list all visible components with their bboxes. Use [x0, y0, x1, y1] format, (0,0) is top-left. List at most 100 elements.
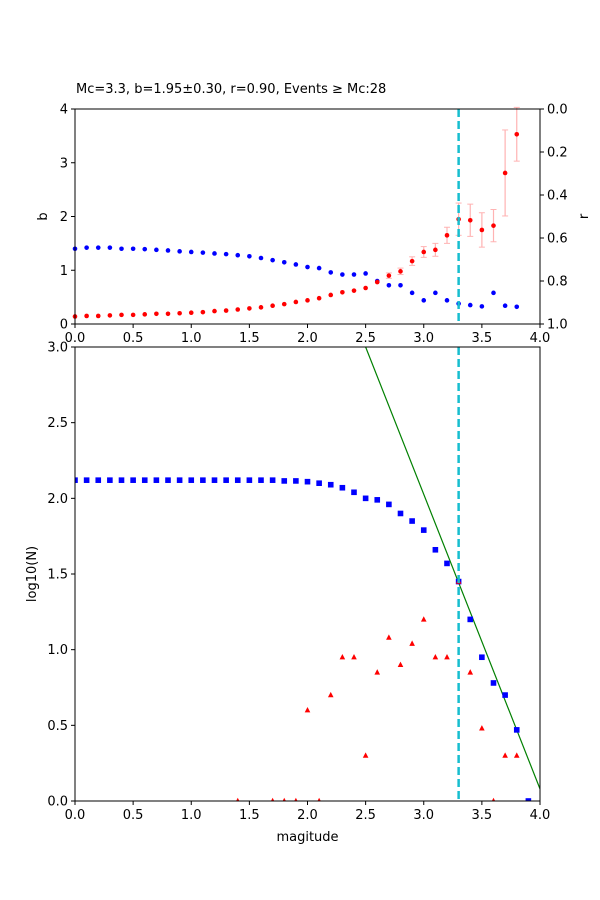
- cumulative-count-point: [234, 477, 241, 483]
- cumulative-count-point: [75, 477, 78, 483]
- cumulative-count-point: [118, 477, 125, 483]
- bottom-clipped-marks: [75, 347, 540, 801]
- noncumulative-count-point: [513, 752, 520, 758]
- cumulative-count-point: [444, 560, 450, 567]
- noncumulative-count-point: [409, 640, 415, 646]
- x-tick-label: 1.0: [181, 808, 202, 823]
- b-value-point: [467, 217, 473, 223]
- top-x-ticks: 0.0 0.5 1.0 1.5 2.0 2.5 3.0 3.5 4.0: [65, 324, 551, 346]
- cumulative-count-point: [362, 495, 369, 502]
- b-value-point: [374, 279, 380, 285]
- noncumulative-count-point: [351, 654, 357, 660]
- noncumulative-count-point: [502, 752, 508, 758]
- cumulative-count-point: [176, 477, 183, 483]
- noncumulative-count-point: [432, 654, 439, 660]
- b-value-point: [433, 247, 438, 253]
- b-value-point: [142, 312, 148, 317]
- cumulative-count-point: [83, 477, 90, 483]
- noncumulative-count-point: [327, 691, 334, 698]
- r-value-point: [223, 251, 229, 257]
- noncumulative-count-point: [386, 634, 392, 640]
- x-tick-label: 1.5: [239, 808, 260, 823]
- x-tick-label: 0.0: [65, 808, 86, 823]
- noncumulative-count-point: [339, 654, 346, 660]
- cumulative-count-point: [200, 477, 206, 483]
- cumulative-count-point: [269, 477, 276, 483]
- cumulative-count-point: [351, 489, 357, 496]
- b-value-point: [328, 292, 334, 298]
- bottom-panel-marks: [75, 347, 540, 801]
- y-tick-label: 2.5: [47, 416, 68, 431]
- b-value-point: [491, 223, 496, 228]
- noncumulative-count-point: [397, 661, 404, 667]
- x-tick-label: 3.0: [413, 331, 434, 346]
- bottom-x-ticks: 0.0 0.5 1.0 1.5 2.0 2.5 3.0 3.5 4.0: [65, 801, 550, 823]
- cumulative-count-point: [374, 497, 381, 503]
- top-panel-b-r: Mc=3.3, b=1.95±0.30, r=0.90, Events ≥ Mc…: [36, 82, 592, 346]
- b-value-point: [200, 309, 206, 315]
- x-tick-label: 3.5: [472, 331, 493, 346]
- y-tick-label: 4: [60, 103, 68, 118]
- cumulative-count-point: [95, 477, 102, 483]
- cumulative-count-point: [107, 477, 113, 483]
- b-value-point: [107, 313, 113, 318]
- r-value-point: [444, 298, 450, 303]
- cumulative-count-point: [165, 477, 171, 483]
- r-value-point: [398, 283, 403, 288]
- b-value-point: [258, 305, 264, 310]
- y-tick-label: 2: [60, 210, 68, 225]
- cumulative-count-point: [525, 798, 532, 801]
- b-value-point: [130, 312, 136, 318]
- right-y-tick-label: 1.0: [547, 318, 568, 333]
- x-tick-label: 2.5: [355, 331, 376, 346]
- cumulative-count-point: [397, 510, 404, 517]
- r-value-point: [258, 255, 264, 261]
- x-tick-label: 0.5: [123, 808, 144, 823]
- r-value-point: [409, 290, 415, 296]
- y-tick-label: 3: [60, 156, 68, 171]
- y-tick-label: 0.0: [47, 795, 68, 810]
- r-value-point: [467, 302, 473, 308]
- r-value-point: [386, 283, 392, 288]
- cumulative-count-point: [420, 527, 427, 533]
- r-value-point: [212, 251, 217, 256]
- noncumulative-count-point: [444, 654, 450, 660]
- noncumulative-count-point: [317, 797, 321, 801]
- y-tick-label: 2.0: [47, 492, 68, 507]
- b-value-point: [305, 298, 310, 303]
- b-value-point: [119, 312, 124, 318]
- r-value-point: [247, 253, 252, 259]
- noncumulative-count-point: [420, 616, 427, 622]
- x-tick-label: 4.0: [530, 331, 551, 346]
- y-tick-label: 1: [60, 264, 68, 279]
- bottom-panel-frequency-magnitude: 0.0 0.5 1.0 1.5 2.0 2.5 3.0 3.5 4.0 0.0 0.5 1.0 1.5…: [25, 341, 550, 846]
- b-value-point: [444, 233, 450, 238]
- b-value-point: [177, 310, 182, 316]
- r-value-point: [177, 249, 182, 254]
- cumulative-count-point: [304, 478, 311, 485]
- b-value-point: [409, 258, 415, 264]
- cumulative-count-point: [479, 654, 485, 661]
- r-value-point: [363, 271, 368, 276]
- right-y-tick-label: 0.8: [547, 275, 568, 290]
- cumulative-count-point: [258, 477, 264, 483]
- b-value-point: [502, 170, 508, 176]
- top-y-axis-label: b: [36, 212, 51, 220]
- noncumulative-count-point: [304, 707, 311, 713]
- cumulative-count-point: [211, 477, 218, 483]
- y-tick-label: 3.0: [47, 341, 68, 356]
- x-tick-label: 2.0: [297, 331, 318, 346]
- noncumulative-count-point: [294, 797, 298, 801]
- r-value-point: [270, 257, 275, 263]
- right-y-tick-label: 0.4: [547, 189, 568, 204]
- gutenberg-richter-fit-line: [365, 347, 540, 790]
- top-y-ticks: 0 1 2 3 4: [60, 103, 75, 333]
- b-value-point: [398, 269, 403, 274]
- x-tick-label: 0.0: [65, 331, 86, 346]
- x-tick-label: 3.5: [472, 808, 493, 823]
- noncumulative-count-point: [282, 797, 286, 801]
- right-y-tick-label: 0.6: [547, 232, 568, 247]
- bottom-y-axis-label: log10(N): [25, 546, 40, 602]
- noncumulative-count-point: [362, 752, 369, 758]
